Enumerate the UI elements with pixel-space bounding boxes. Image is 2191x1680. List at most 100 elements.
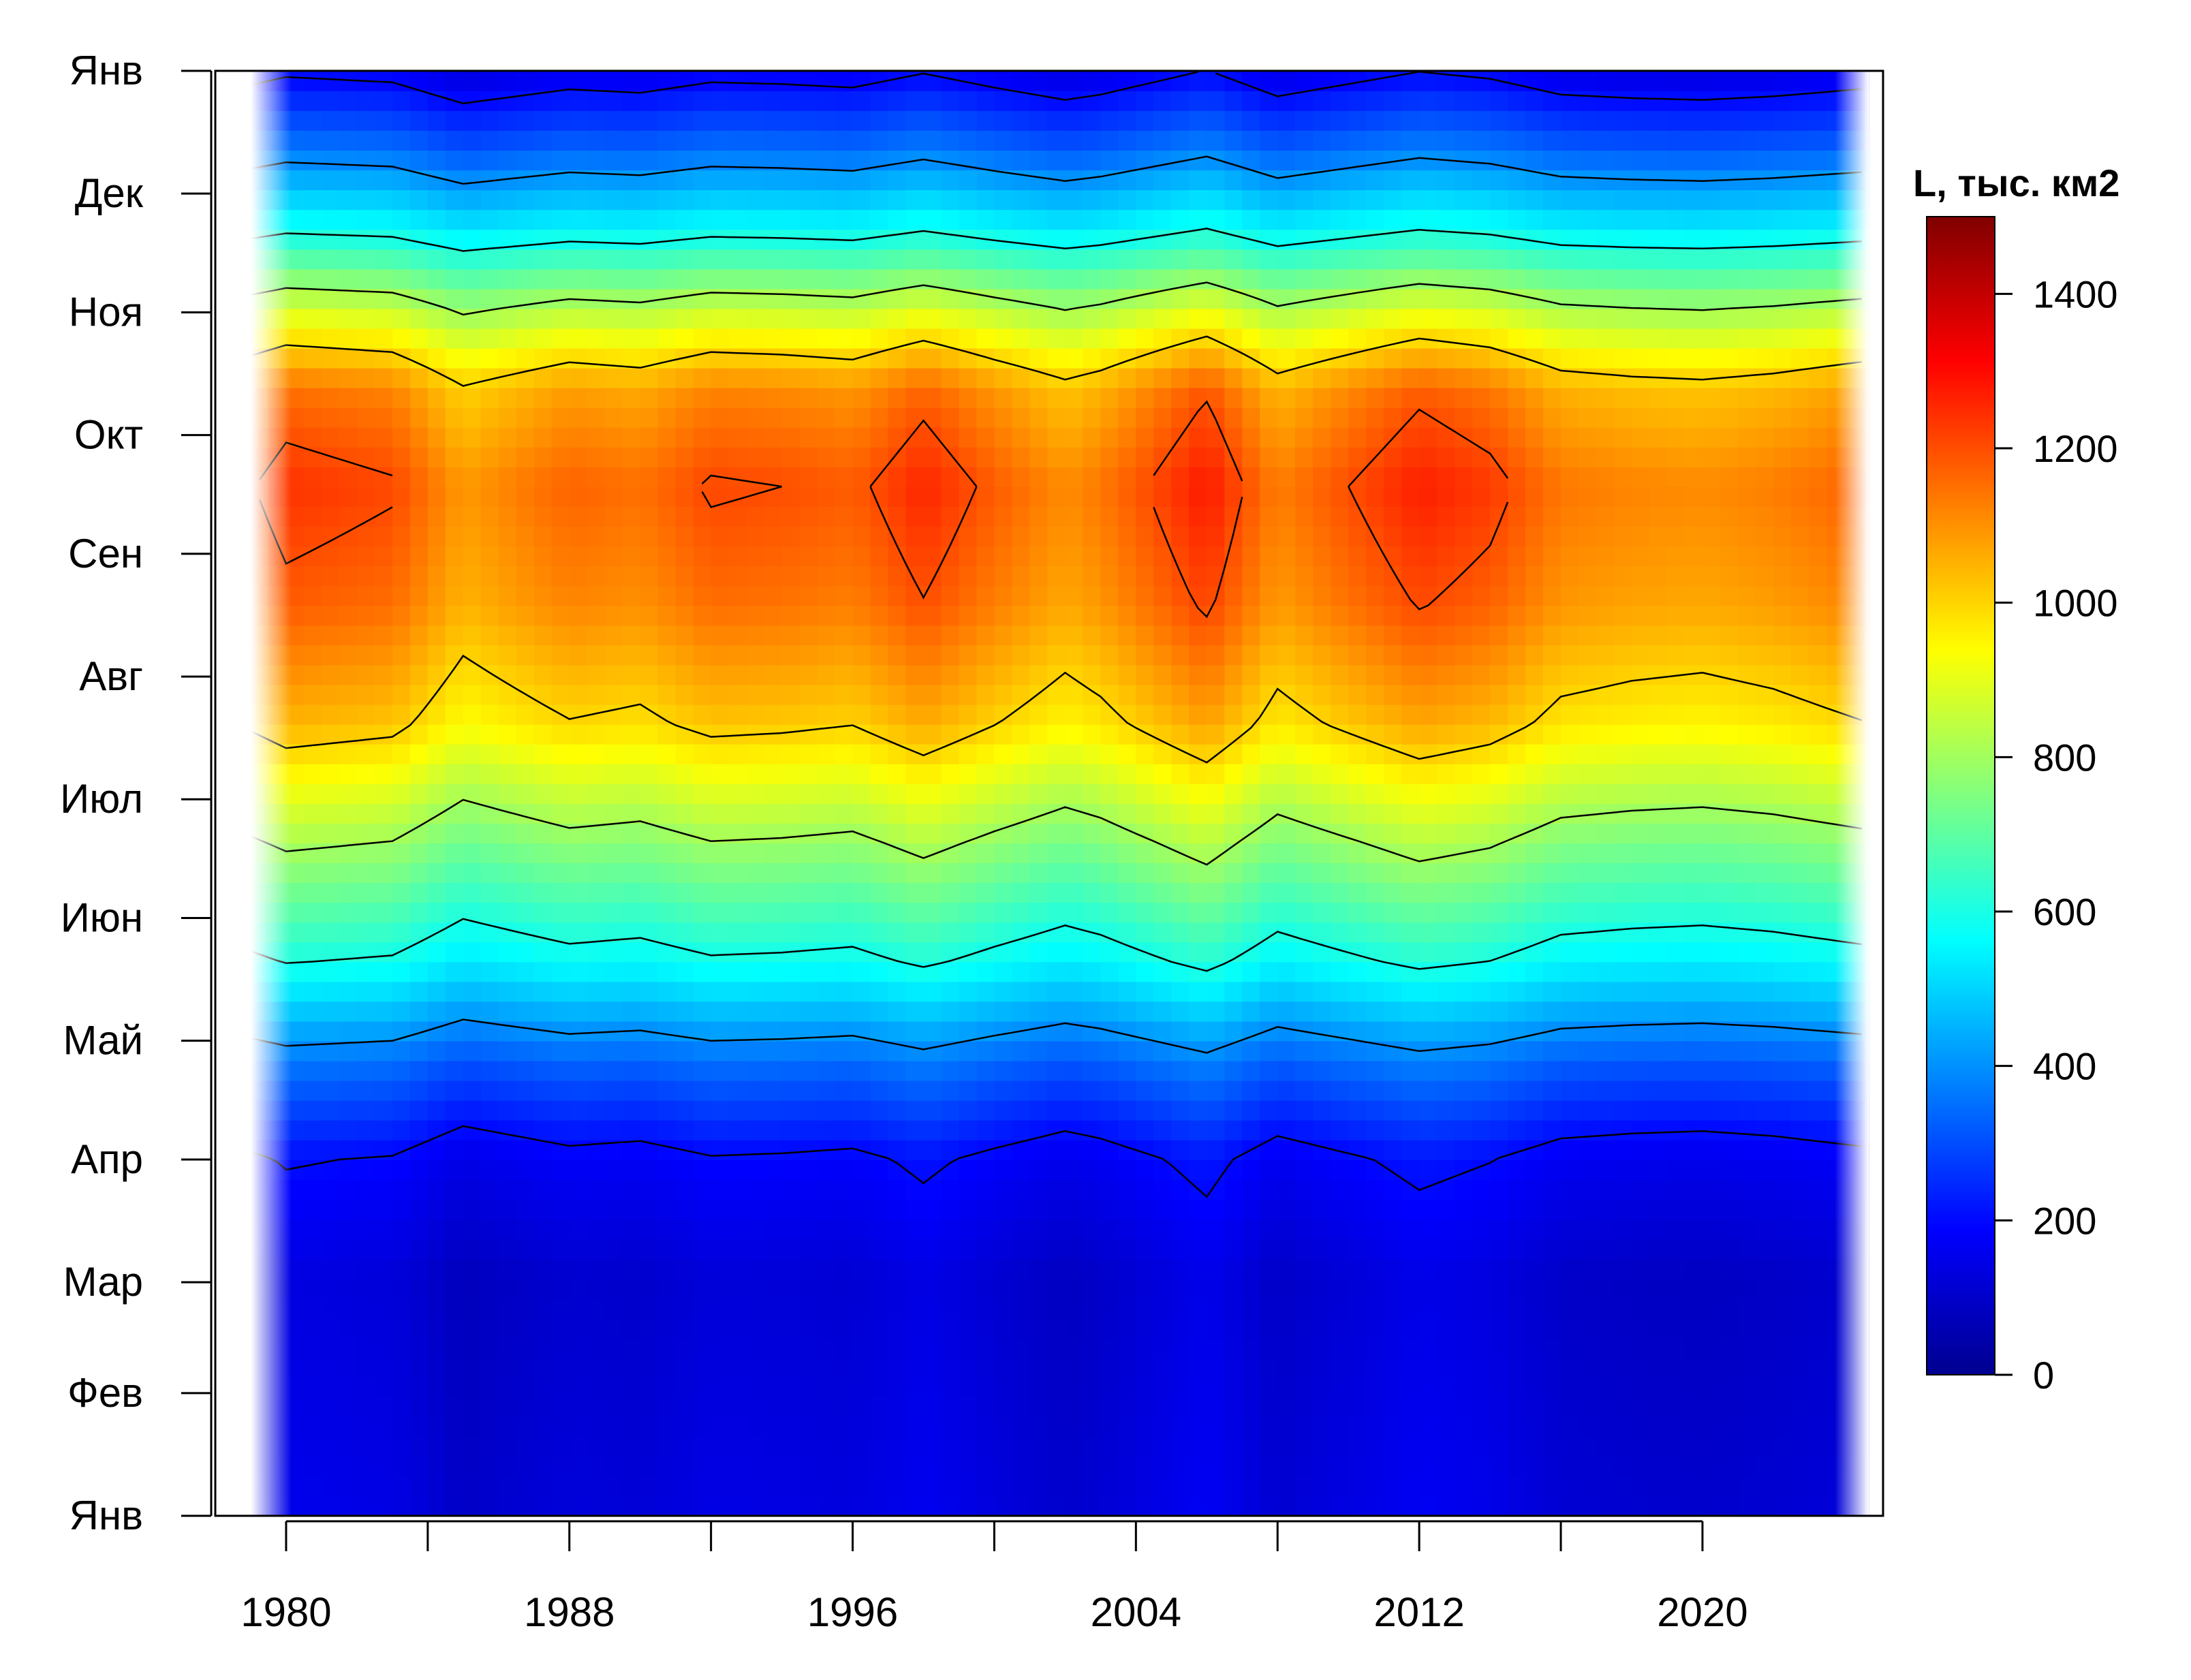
heat-cell <box>764 783 783 804</box>
heat-cell <box>339 585 358 606</box>
heat-cell <box>1277 1258 1296 1279</box>
heat-cell <box>1065 486 1084 508</box>
heat-cell <box>516 209 535 230</box>
heat-cell <box>587 288 606 309</box>
heat-cell <box>1348 1377 1367 1398</box>
heat-cell <box>852 486 871 508</box>
heat-cell <box>1065 150 1084 171</box>
heat-cell <box>533 902 553 923</box>
heat-cell <box>657 585 677 606</box>
heat-cell <box>533 664 553 685</box>
heat-cell <box>587 763 606 784</box>
heat-cell <box>516 1080 535 1101</box>
heat-cell <box>746 1179 765 1200</box>
heat-cell <box>374 170 393 191</box>
heat-cell <box>604 684 623 705</box>
heat-cell <box>994 1219 1013 1240</box>
heat-cell <box>693 605 712 626</box>
heat-cell <box>533 308 553 329</box>
heat-cell <box>657 763 677 784</box>
heat-cell <box>657 1040 677 1061</box>
heat-cell <box>533 1476 553 1497</box>
heat-cell <box>764 308 783 329</box>
heat-cell <box>888 664 907 685</box>
heat-cell <box>1029 783 1048 804</box>
heat-cell <box>640 961 659 982</box>
heat-cell <box>711 843 730 863</box>
heat-cell <box>569 1318 588 1339</box>
heat-cell <box>1366 1179 1384 1200</box>
heat-cell <box>657 1258 677 1279</box>
heat-cell <box>959 130 978 151</box>
heat-cell <box>480 1001 499 1022</box>
heat-cell <box>1277 506 1296 527</box>
heat-cell <box>994 625 1013 646</box>
heat-cell <box>693 763 712 784</box>
heat-cell <box>870 1318 889 1339</box>
heat-cell <box>498 71 517 91</box>
heat-cell <box>799 1397 818 1418</box>
heat-cell <box>1118 1258 1137 1279</box>
heat-cell <box>923 170 942 191</box>
heat-cell <box>1153 743 1172 764</box>
heat-cell <box>640 942 659 963</box>
heat-cell <box>764 1160 783 1180</box>
heat-cell <box>1047 387 1066 408</box>
heat-cell <box>1153 823 1172 843</box>
heat-cell <box>1384 1001 1402 1022</box>
heat-cell <box>640 1001 659 1022</box>
heat-cell <box>1083 1456 1102 1477</box>
heat-cell <box>1348 268 1367 290</box>
heat-cell <box>923 724 942 745</box>
heat-cell <box>959 902 978 923</box>
heat-cell <box>604 1199 623 1219</box>
heat-cell <box>1242 882 1261 903</box>
heat-cell <box>1100 308 1119 329</box>
heat-cell <box>1065 1298 1084 1319</box>
heat-cell <box>569 130 588 151</box>
heat-cell <box>604 1278 623 1299</box>
heat-cell <box>888 229 907 250</box>
heat-cell <box>852 1456 871 1477</box>
heat-cell <box>392 644 411 666</box>
heat-cell <box>728 743 747 764</box>
heat-cell <box>1366 1001 1384 1022</box>
heat-cell <box>746 1456 765 1477</box>
heat-cell <box>516 407 535 428</box>
heat-cell <box>799 407 818 428</box>
heat-cell <box>356 1436 375 1457</box>
heat-cell <box>498 922 517 943</box>
heat-cell <box>356 1416 375 1437</box>
heat-cell <box>1136 882 1155 903</box>
heat-cell <box>339 1001 358 1022</box>
heat-cell <box>1295 565 1314 587</box>
heat-cell <box>693 1100 712 1121</box>
heat-cell <box>445 150 464 171</box>
heat-cell <box>533 1495 553 1516</box>
heat-cell <box>1277 1298 1296 1319</box>
heat-cell <box>1401 1179 1420 1200</box>
heat-cell <box>374 110 393 131</box>
heat-cell <box>1171 1239 1190 1260</box>
heat-cell <box>480 71 499 91</box>
heat-cell <box>356 1495 375 1516</box>
heat-cell <box>1012 1397 1031 1418</box>
heat-cell <box>1207 644 1226 666</box>
heat-cell <box>551 1318 570 1339</box>
heat-cell <box>994 1060 1013 1081</box>
heat-cell <box>1047 209 1066 230</box>
heat-cell <box>1242 803 1261 824</box>
heat-cell <box>781 91 801 111</box>
heat-cell <box>1065 1416 1084 1437</box>
heat-cell <box>852 1100 871 1121</box>
heat-cell <box>622 1298 641 1319</box>
heat-cell <box>356 268 375 290</box>
heat-cell <box>1384 1040 1402 1061</box>
heat-cell <box>923 1416 942 1437</box>
heat-cell <box>1277 1100 1296 1121</box>
heat-cell <box>959 585 978 606</box>
heat-cell <box>1348 1278 1367 1299</box>
heat-cell <box>1224 347 1243 369</box>
heat-cell <box>657 130 677 151</box>
heat-cell <box>959 1476 978 1497</box>
